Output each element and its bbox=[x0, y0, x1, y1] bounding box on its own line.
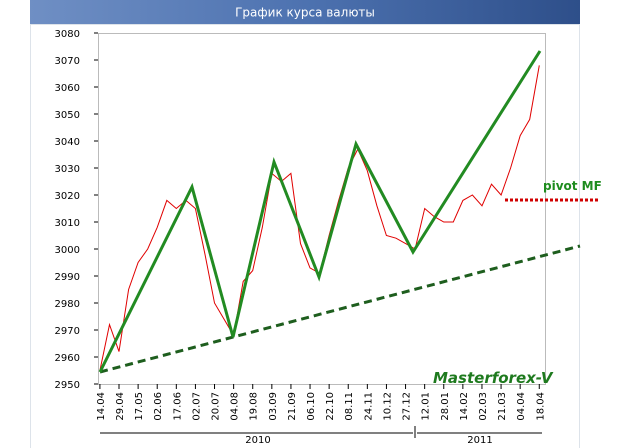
x-tick-label: 21.09 bbox=[287, 392, 298, 421]
x-tick-label: 08.11 bbox=[344, 392, 355, 421]
x-tick-label: 19.08 bbox=[249, 392, 260, 421]
y-tick-label: 2950 bbox=[55, 380, 80, 391]
x-tick-label: 14.02 bbox=[459, 392, 470, 421]
x-tick-label: 06.10 bbox=[306, 392, 317, 421]
y-tick-label: 3020 bbox=[55, 191, 80, 202]
y-tick-label: 3010 bbox=[55, 218, 80, 229]
x-tick-label: 24.11 bbox=[363, 392, 374, 421]
x-tick-label: 02.07 bbox=[191, 392, 202, 421]
x-tick-label: 04.08 bbox=[230, 392, 241, 421]
x-tick-label: 20.07 bbox=[211, 392, 222, 421]
x-tick-label: 28.01 bbox=[440, 392, 451, 421]
y-tick-label: 3060 bbox=[55, 83, 80, 94]
x-tick-label: 29.04 bbox=[115, 392, 126, 421]
zigzag bbox=[98, 50, 542, 373]
plot-frame bbox=[98, 33, 546, 385]
x-tick-label: 04.04 bbox=[516, 392, 527, 421]
brand-label: Masterforex-V bbox=[433, 369, 554, 387]
x-tick-label: 22.10 bbox=[325, 392, 336, 421]
y-tick-label: 3000 bbox=[55, 245, 80, 256]
pivot-label: pivot MF bbox=[543, 179, 602, 193]
chart-title: График курса валюты bbox=[235, 6, 375, 20]
y-tick-label: 2990 bbox=[55, 272, 80, 283]
x-tick-label: 18.04 bbox=[535, 392, 546, 421]
y-tick-label: 3050 bbox=[55, 110, 80, 121]
x-tick-label: 21.03 bbox=[497, 392, 508, 421]
x-tick-label: 17.06 bbox=[172, 392, 183, 421]
y-tick-label: 3030 bbox=[55, 164, 80, 175]
x-tick-label: 17.05 bbox=[134, 392, 145, 421]
title-bar bbox=[30, 0, 580, 24]
trend-line bbox=[99, 244, 581, 374]
panel-frame bbox=[30, 24, 580, 448]
plot: 2950 2960 2970 2980 2990 3000 3010 3020 3030 3040… bbox=[55, 29, 547, 421]
x-tick-label: 03.09 bbox=[268, 392, 279, 421]
x-tick-label: 02.06 bbox=[153, 392, 164, 421]
y-tick-label: 2980 bbox=[55, 299, 80, 310]
year-label: 2011 bbox=[467, 435, 492, 446]
y-tick-label: 3080 bbox=[55, 29, 80, 40]
y-tick-label: 3070 bbox=[55, 56, 80, 67]
x-tick-label: 14.04 bbox=[96, 392, 107, 421]
x-tick-label: 12.01 bbox=[421, 392, 432, 421]
year-label: 2010 bbox=[245, 435, 270, 446]
x-tick-label: 02.03 bbox=[478, 392, 489, 421]
y-tick-label: 2960 bbox=[55, 353, 80, 364]
x-tick-label: 27.12 bbox=[402, 392, 413, 421]
y-tick-label: 3040 bbox=[55, 137, 80, 148]
x-tick-label: 10.12 bbox=[382, 392, 393, 421]
y-tick-label: 2970 bbox=[55, 326, 80, 337]
